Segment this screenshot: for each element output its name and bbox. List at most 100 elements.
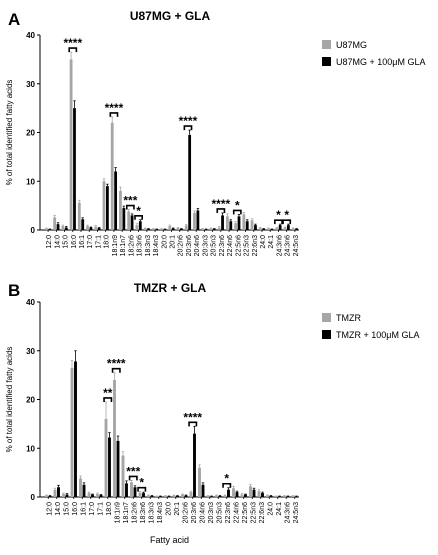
x-tick-label: 22:3n6 [225, 502, 232, 524]
y-tick-label: 20 [26, 129, 35, 138]
bar [127, 211, 130, 230]
bar [106, 186, 109, 230]
bar [244, 495, 247, 497]
panel-letter: B [8, 281, 20, 300]
bar [105, 419, 108, 497]
bar [249, 486, 252, 497]
y-tick-label: 0 [31, 493, 36, 502]
bar [81, 219, 84, 230]
significance-label: **** [179, 114, 198, 128]
x-tick-label: 22:3n6 [219, 235, 226, 257]
bar [172, 229, 175, 230]
x-tick-label: 14:0 [54, 235, 61, 249]
panel-letter: A [8, 10, 20, 29]
x-tick-label: 20:3n6 [191, 502, 198, 524]
bar [57, 224, 60, 230]
x-axis-label: Fatty acid [150, 535, 189, 545]
x-tick-label: 18:4n3 [157, 502, 164, 524]
bar [86, 226, 89, 230]
x-tick-label: 20:4n6 [194, 235, 201, 257]
x-tick-label: 20:3n3 [208, 502, 215, 524]
bar [185, 226, 188, 230]
y-axis-label: % of total identified fatty acids [5, 80, 14, 186]
bar [54, 490, 57, 497]
bar [139, 493, 142, 497]
bar [253, 490, 256, 497]
x-tick-label: 22:5n3 [244, 235, 251, 257]
bar [234, 223, 237, 230]
x-tick-label: 24:5n3 [293, 502, 300, 524]
x-tick-label: 20:0 [165, 502, 172, 516]
x-tick-label: 20:0 [161, 235, 168, 249]
bar [198, 468, 201, 497]
bar [176, 496, 179, 497]
bar [119, 191, 122, 230]
bar [53, 217, 56, 230]
x-tick-label: 17:1 [97, 502, 104, 516]
significance-label: * [235, 198, 240, 212]
bar [122, 456, 125, 497]
bar [270, 496, 273, 497]
bar [79, 478, 82, 497]
bar [94, 227, 97, 230]
x-tick-label: 24:1 [276, 502, 283, 516]
bar [287, 225, 290, 230]
legend-entry: TMZR [336, 313, 361, 323]
x-tick-label: 24:3n6 [285, 235, 292, 257]
x-tick-label: 18:1n7 [120, 235, 127, 257]
bar [254, 225, 257, 230]
y-tick-label: 10 [26, 444, 35, 453]
x-tick-label: 18:0 [104, 235, 111, 249]
bar [226, 216, 229, 230]
bar [218, 228, 221, 230]
bar [190, 492, 193, 497]
x-tick-label: 22:5n6 [235, 235, 242, 257]
bar [283, 496, 286, 497]
bar [210, 229, 213, 230]
bar [261, 493, 264, 497]
bar [98, 228, 101, 230]
x-tick-label: 20:5n3 [211, 235, 218, 257]
bar [279, 225, 282, 230]
bar [65, 228, 68, 230]
chart-title: U87MG + GLA [130, 9, 211, 23]
significance-label: **** [107, 357, 126, 371]
significance-label: * [224, 472, 229, 486]
bar [180, 229, 183, 230]
bar [196, 211, 199, 231]
bar [122, 208, 125, 230]
x-tick-label: 22:6n3 [252, 235, 259, 257]
x-tick-label: 16:0 [71, 235, 78, 249]
x-tick-label: 12:0 [46, 235, 53, 249]
x-tick-label: 18:3n6 [140, 502, 147, 524]
x-tick-label: 18:1n9 [114, 502, 121, 524]
bar [238, 216, 241, 230]
bar [152, 229, 155, 230]
x-tick-label: 20:3n3 [202, 235, 209, 257]
x-tick-label: 20:2n6 [182, 502, 189, 524]
bar [83, 485, 86, 497]
legend-swatch [322, 313, 331, 322]
bar [181, 495, 184, 497]
x-tick-label: 18:3n3 [148, 502, 155, 524]
series-gla [49, 351, 298, 497]
x-tick-label: 24:0 [267, 502, 274, 516]
bar [201, 229, 204, 230]
bar [144, 229, 147, 230]
x-tick-label: 18:2n6 [128, 235, 135, 257]
x-tick-label: 17:1 [95, 235, 102, 249]
bar [193, 213, 196, 230]
x-tick-label: 24:0 [260, 235, 267, 249]
bar [213, 229, 216, 230]
bar [57, 487, 60, 497]
x-tick-label: 16:1 [79, 235, 86, 249]
x-tick-label: 20:5n3 [216, 502, 223, 524]
bar [160, 229, 163, 230]
y-tick-label: 40 [26, 298, 35, 307]
bar [224, 496, 227, 497]
bar [227, 490, 230, 497]
significance-label: * [284, 208, 289, 222]
bar [96, 494, 99, 497]
x-tick-label: 24:3n6 [276, 235, 283, 257]
